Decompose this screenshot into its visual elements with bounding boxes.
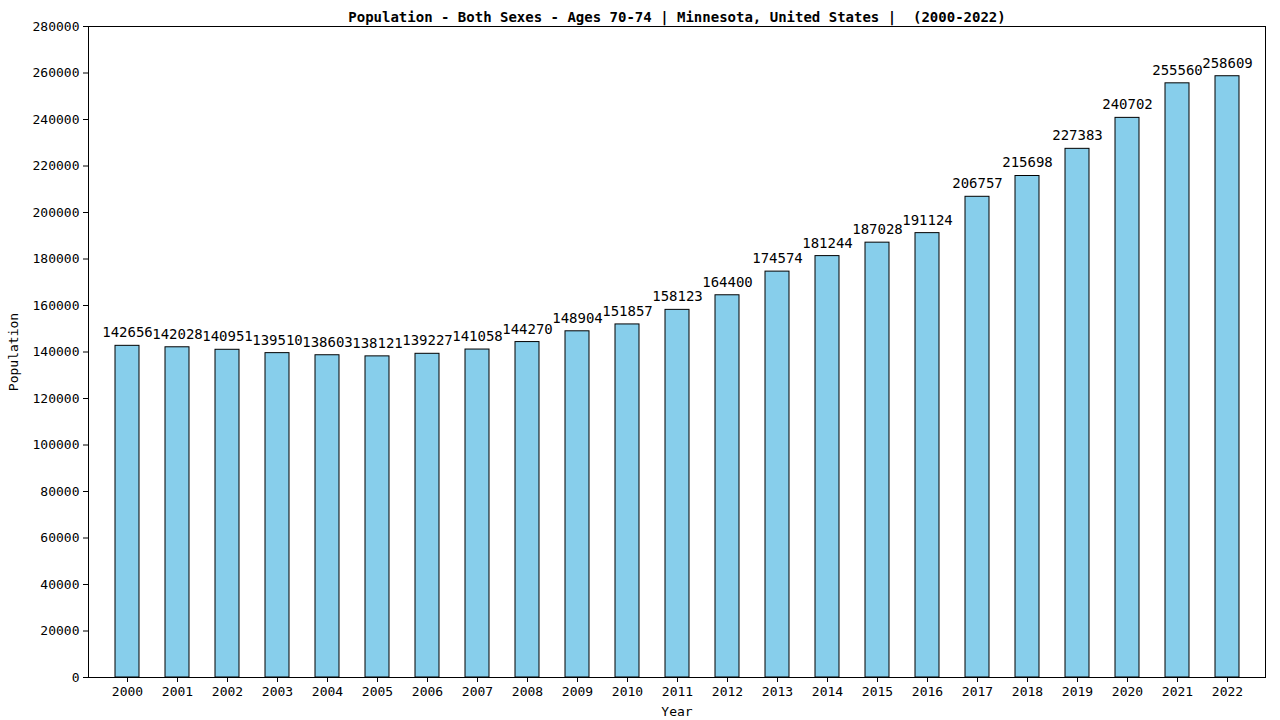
svg-text:227383: 227383 xyxy=(1052,127,1103,143)
svg-text:2022: 2022 xyxy=(1212,684,1243,699)
svg-text:187028: 187028 xyxy=(852,221,903,237)
svg-text:2021: 2021 xyxy=(1162,684,1193,699)
svg-text:2010: 2010 xyxy=(612,684,643,699)
svg-text:2002: 2002 xyxy=(212,684,243,699)
svg-text:Population - Both Sexes - Ages: Population - Both Sexes - Ages 70-74 | M… xyxy=(348,9,1005,26)
svg-text:258609: 258609 xyxy=(1202,55,1253,71)
svg-text:240702: 240702 xyxy=(1102,96,1153,112)
svg-text:158123: 158123 xyxy=(652,288,703,304)
svg-text:255560: 255560 xyxy=(1152,62,1203,78)
svg-text:280000: 280000 xyxy=(33,19,80,34)
svg-text:138603: 138603 xyxy=(302,334,353,350)
svg-text:144270: 144270 xyxy=(502,321,553,337)
svg-text:181244: 181244 xyxy=(802,235,853,251)
svg-text:215698: 215698 xyxy=(1002,154,1053,170)
svg-text:2006: 2006 xyxy=(412,684,443,699)
svg-text:2019: 2019 xyxy=(1062,684,1093,699)
svg-text:Year: Year xyxy=(661,704,692,719)
svg-text:174574: 174574 xyxy=(752,250,803,266)
svg-text:2005: 2005 xyxy=(362,684,393,699)
svg-text:139227: 139227 xyxy=(402,332,453,348)
svg-text:200000: 200000 xyxy=(33,205,80,220)
svg-text:2009: 2009 xyxy=(562,684,593,699)
svg-text:2013: 2013 xyxy=(762,684,793,699)
svg-text:2011: 2011 xyxy=(662,684,693,699)
svg-text:40000: 40000 xyxy=(40,577,79,592)
svg-text:140951: 140951 xyxy=(202,328,253,344)
svg-text:2001: 2001 xyxy=(162,684,193,699)
svg-text:142028: 142028 xyxy=(152,326,203,342)
svg-text:2000: 2000 xyxy=(112,684,143,699)
svg-text:2004: 2004 xyxy=(312,684,343,699)
svg-text:60000: 60000 xyxy=(40,530,79,545)
svg-text:260000: 260000 xyxy=(33,65,80,80)
svg-text:240000: 240000 xyxy=(33,112,80,127)
svg-text:2003: 2003 xyxy=(262,684,293,699)
svg-text:2020: 2020 xyxy=(1112,684,1143,699)
svg-text:0: 0 xyxy=(72,670,80,685)
svg-text:2016: 2016 xyxy=(912,684,943,699)
svg-text:Population: Population xyxy=(6,313,21,391)
svg-text:139510: 139510 xyxy=(252,332,303,348)
svg-text:80000: 80000 xyxy=(40,484,79,499)
svg-text:140000: 140000 xyxy=(33,344,80,359)
svg-text:151857: 151857 xyxy=(602,303,653,319)
svg-text:148904: 148904 xyxy=(552,310,603,326)
svg-text:2017: 2017 xyxy=(962,684,993,699)
svg-text:164400: 164400 xyxy=(702,274,753,290)
svg-text:20000: 20000 xyxy=(40,623,79,638)
svg-text:2007: 2007 xyxy=(462,684,493,699)
svg-text:2014: 2014 xyxy=(812,684,843,699)
svg-text:160000: 160000 xyxy=(33,298,80,313)
svg-text:180000: 180000 xyxy=(33,251,80,266)
svg-text:191124: 191124 xyxy=(902,212,953,228)
svg-text:142656: 142656 xyxy=(102,324,153,340)
svg-text:2015: 2015 xyxy=(862,684,893,699)
svg-text:138121: 138121 xyxy=(352,335,403,351)
svg-text:220000: 220000 xyxy=(33,158,80,173)
svg-text:120000: 120000 xyxy=(33,391,80,406)
svg-text:206757: 206757 xyxy=(952,175,1003,191)
svg-text:2012: 2012 xyxy=(712,684,743,699)
svg-text:100000: 100000 xyxy=(33,437,80,452)
svg-text:2008: 2008 xyxy=(512,684,543,699)
svg-text:141058: 141058 xyxy=(452,328,503,344)
svg-text:2018: 2018 xyxy=(1012,684,1043,699)
